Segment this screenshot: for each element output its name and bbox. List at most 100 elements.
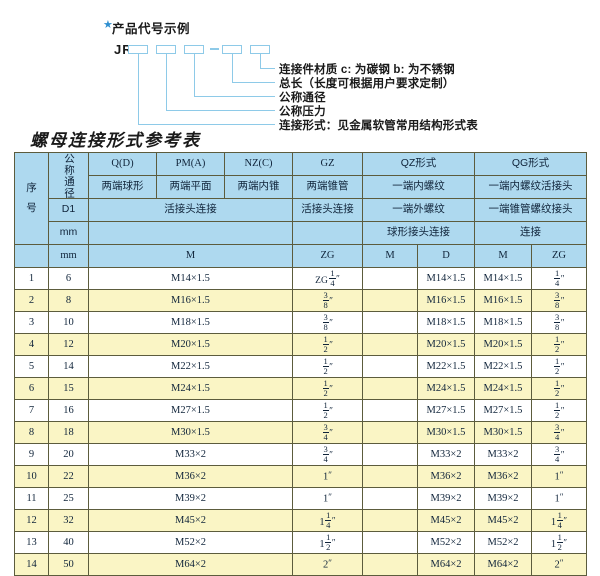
leader-vertical-1	[260, 54, 262, 68]
header-row-desc: 两端球形 两端平面 两端内锥 两端锥管 一端内螺纹 一端内螺纹活接头	[15, 175, 587, 199]
header-diameter: 公称通径	[48, 152, 89, 199]
cell-qg-m: M36×2	[474, 465, 532, 488]
cell-qz-m	[362, 487, 418, 510]
cell-seq: 7	[14, 399, 49, 422]
cell-seq: 14	[14, 553, 49, 576]
cell-m-thread: M45×2	[88, 509, 293, 532]
cell-qg-zg: 1 2 ″	[531, 333, 587, 356]
cell-m-thread: M27×1.5	[88, 399, 293, 422]
cell-qz-d: M45×2	[417, 509, 475, 532]
cell-seq: 6	[14, 377, 49, 400]
cell-seq: 9	[14, 443, 49, 466]
header-row-d1: mm 球形接头连接 连接	[15, 221, 587, 245]
table-row: 2 8 M16×1.5 3 8 ″ M16×1.5 M16×1.5 3 8 ″	[14, 289, 587, 312]
header-group-desc-3: 两端锥管	[292, 175, 363, 199]
cell-dn: 16	[48, 399, 89, 422]
legend-label-1: 连接件材质 c: 为碳钢 b: 为不锈钢	[279, 64, 455, 76]
page-title: 螺母连接形式参考表	[30, 131, 201, 151]
cell-qg-zg: 3 8 ″	[531, 289, 587, 312]
header-group-code-1: PM(A)	[156, 152, 225, 176]
header-unit-gz: ZG	[292, 244, 363, 268]
cell-gz-zg: 1 2 ″	[292, 377, 363, 400]
legend-label-5: 连接形式：见金属软管常用结构形式表	[279, 120, 478, 132]
leader-horizontal-2	[232, 82, 275, 84]
seq-char-1: 序	[26, 181, 37, 194]
cell-qz-d: M20×1.5	[417, 333, 475, 356]
code-box-2	[156, 45, 176, 54]
nut-connection-spec-table: 序号 公称通径 Q(D) PM(A) NZ(C) GZ QZ形式 QG形式 两端…	[14, 152, 587, 576]
cell-qg-zg: 1 1 2 ″	[531, 531, 587, 554]
header-group-desc-5: 一端内螺纹活接头	[474, 175, 587, 199]
cell-qz-d: M33×2	[417, 443, 475, 466]
header-group-code-3: GZ	[292, 152, 363, 176]
header-row-codes: 序号 公称通径 Q(D) PM(A) NZ(C) GZ QZ形式 QG形式	[14, 152, 587, 245]
header-d1: D1	[48, 198, 89, 222]
cell-gz-zg: 1″	[292, 465, 363, 488]
legend-label-3: 公称通径	[279, 92, 326, 104]
cell-seq: 11	[14, 487, 49, 510]
header-group-code-2: NZ(C)	[224, 152, 293, 176]
cell-qz-d: M64×2	[417, 553, 475, 576]
cell-qg-zg: 3 4 ″	[531, 443, 587, 466]
cell-qz-d: M16×1.5	[417, 289, 475, 312]
cell-gz-zg: 3 4 ″	[292, 443, 363, 466]
cell-seq: 13	[14, 531, 49, 554]
cell-qg-m: M30×1.5	[474, 421, 532, 444]
cell-qg-m: M16×1.5	[474, 289, 532, 312]
header-group-desc-1: 两端平面	[156, 175, 225, 199]
cell-m-thread: M24×1.5	[88, 377, 293, 400]
cell-dn: 15	[48, 377, 89, 400]
cell-qz-m	[362, 267, 418, 290]
cell-gz-zg: 1 1 2 ″	[292, 531, 363, 554]
header-unit-qpmnz: M	[88, 244, 293, 268]
cell-dn: 25	[48, 487, 89, 510]
header-row-units: mm M ZG M D M ZG	[14, 244, 587, 268]
cell-qz-d: M39×2	[417, 487, 475, 510]
cell-seq: 3	[14, 311, 49, 334]
cell-qz-m	[362, 553, 418, 576]
leader-vertical-3	[194, 54, 196, 96]
cell-qg-zg: 1 1 4 ″	[531, 509, 587, 532]
cell-dn: 14	[48, 355, 89, 378]
cell-qz-d: M14×1.5	[417, 267, 475, 290]
cell-qz-m	[362, 399, 418, 422]
cell-qz-m	[362, 289, 418, 312]
cell-m-thread: M20×1.5	[88, 333, 293, 356]
product-code-legend: ★ 产品代号示例 JR 连接件材质 c: 为碳钢 b: 为不锈钢 总长（长度可根据…	[0, 0, 600, 133]
header-row-connect: D1 活接头连接 活接头连接 一端外螺纹 一端锥管螺纹接头	[15, 198, 587, 222]
code-box-4	[222, 45, 242, 54]
cell-m-thread: M14×1.5	[88, 267, 293, 290]
cell-qz-d: M30×1.5	[417, 421, 475, 444]
cell-qg-zg: 1 4 ″	[531, 267, 587, 290]
header-d1-gz	[292, 221, 363, 245]
cell-dn: 40	[48, 531, 89, 554]
leader-vertical-5	[138, 54, 140, 124]
table-row: 12 32 M45×2 1 1 4 ″ M45×2 M45×2 1 1 4 ″	[14, 509, 587, 532]
table-row: 10 22 M36×2 1″ M36×2 M36×2 1″	[14, 465, 587, 488]
cell-m-thread: M52×2	[88, 531, 293, 554]
leader-horizontal-1	[260, 68, 275, 70]
cell-m-thread: M64×2	[88, 553, 293, 576]
header-seq: 序号	[14, 152, 49, 245]
cell-qz-m	[362, 377, 418, 400]
legend-label-4: 公称压力	[279, 106, 326, 118]
table-row: 1 6 M14×1.5 ZG 1 4 ″ M14×1.5 M14×1.5 1 4 ″	[14, 267, 587, 290]
table-row: 3 10 M18×1.5 3 8 ″ M18×1.5 M18×1.5 3 8 ″	[14, 311, 587, 334]
cell-m-thread: M33×2	[88, 443, 293, 466]
cell-qg-zg: 1 2 ″	[531, 377, 587, 400]
cell-qg-m: M18×1.5	[474, 311, 532, 334]
header-d1-qg: 连接	[474, 221, 587, 245]
header-connect-qz: 一端外螺纹	[362, 198, 475, 222]
header-unit-qz-d: D	[417, 244, 475, 268]
table-header: 序号 公称通径 Q(D) PM(A) NZ(C) GZ QZ形式 QG形式 两端…	[14, 152, 587, 268]
cell-dn: 12	[48, 333, 89, 356]
cell-qz-m	[362, 311, 418, 334]
cell-m-thread: M22×1.5	[88, 355, 293, 378]
header-unit-qz-m: M	[362, 244, 418, 268]
header-group-desc-4: 一端内螺纹	[362, 175, 475, 199]
header-group-code-4: QZ形式	[362, 152, 475, 176]
cell-qz-d: M22×1.5	[417, 355, 475, 378]
code-box-1	[128, 45, 148, 54]
table-row: 14 50 M64×2 2″ M64×2 M64×2 2″	[14, 553, 587, 576]
cell-dn: 22	[48, 465, 89, 488]
